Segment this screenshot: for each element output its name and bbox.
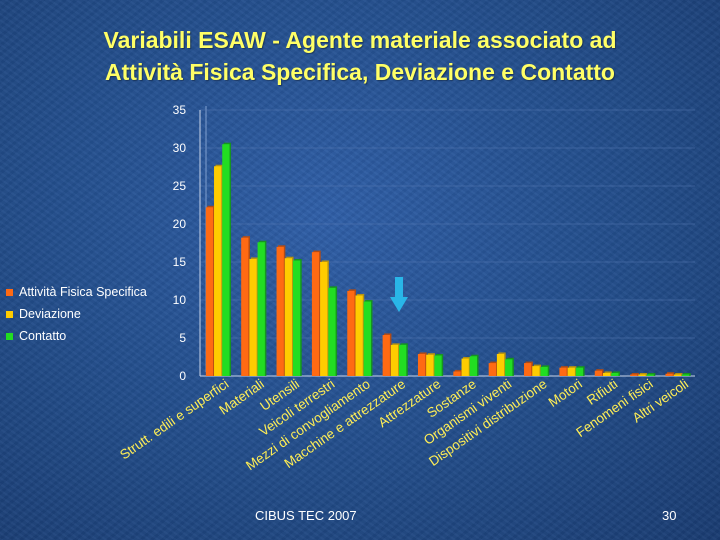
bar — [681, 374, 690, 376]
bar — [496, 353, 505, 376]
legend-label-attivita: Attività Fisica Specifica — [19, 285, 147, 299]
bar — [390, 344, 399, 376]
bar — [567, 367, 575, 376]
bar — [540, 366, 548, 376]
bar — [241, 237, 249, 376]
bar — [532, 366, 540, 376]
bar — [426, 354, 434, 376]
bar — [311, 252, 320, 376]
bar — [417, 353, 426, 376]
bar — [505, 359, 513, 376]
legend-swatch-attivita — [6, 288, 13, 296]
y-tick-label: 25 — [173, 179, 187, 193]
bar — [461, 358, 469, 376]
legend-item-deviazione: Deviazione — [6, 303, 147, 325]
title-line-2: Attività Fisica Specifica, Deviazione e … — [105, 59, 615, 85]
title-line-1: Variabili ESAW - Agente materiale associ… — [103, 27, 617, 53]
page-number: 30 — [662, 508, 677, 523]
down-arrow-icon — [390, 277, 408, 312]
y-tick-label: 5 — [179, 331, 186, 345]
bar — [292, 260, 301, 376]
y-tick-label: 15 — [173, 255, 187, 269]
bar — [320, 262, 328, 376]
legend-item-contatto: Contatto — [6, 325, 147, 347]
bar — [399, 344, 407, 376]
bar — [665, 373, 673, 376]
y-tick-label: 35 — [173, 103, 187, 117]
bar — [276, 246, 284, 376]
bar — [611, 372, 619, 376]
bar — [453, 371, 461, 376]
y-tick-label: 30 — [173, 141, 187, 155]
bar — [488, 363, 496, 376]
bar — [559, 367, 567, 376]
y-tick-label: 0 — [179, 369, 186, 383]
bar — [524, 363, 532, 376]
bar — [638, 374, 646, 376]
bar — [594, 370, 603, 376]
legend-label-deviazione: Deviazione — [19, 307, 81, 321]
y-tick-label: 20 — [173, 217, 187, 231]
x-tick-label: Strutt. edili e superfici — [117, 376, 231, 462]
legend-swatch-deviazione — [6, 310, 13, 318]
bar — [355, 295, 363, 376]
bar — [284, 258, 293, 376]
bar — [434, 355, 442, 376]
bar — [646, 374, 654, 376]
bar — [214, 166, 222, 376]
bar — [602, 372, 611, 376]
bar — [328, 287, 336, 376]
bar — [249, 258, 257, 376]
bar — [222, 144, 230, 376]
x-tick-label: Motori — [546, 376, 585, 410]
y-tick-label: 10 — [173, 293, 187, 307]
bar — [575, 367, 584, 376]
chart-legend: Attività Fisica Specifica Deviazione Con… — [6, 281, 147, 347]
bar — [363, 301, 371, 376]
bar — [257, 242, 265, 376]
slide-title: Variabili ESAW - Agente materiale associ… — [0, 24, 720, 88]
bar — [673, 374, 681, 376]
bar — [630, 374, 638, 376]
bar — [469, 356, 478, 376]
bar — [347, 290, 355, 376]
bar — [382, 334, 390, 376]
legend-swatch-contatto — [6, 332, 13, 340]
footer-text: CIBUS TEC 2007 — [255, 508, 357, 523]
legend-item-attivita: Attività Fisica Specifica — [6, 281, 147, 303]
bar — [205, 207, 214, 376]
legend-label-contatto: Contatto — [19, 329, 67, 343]
